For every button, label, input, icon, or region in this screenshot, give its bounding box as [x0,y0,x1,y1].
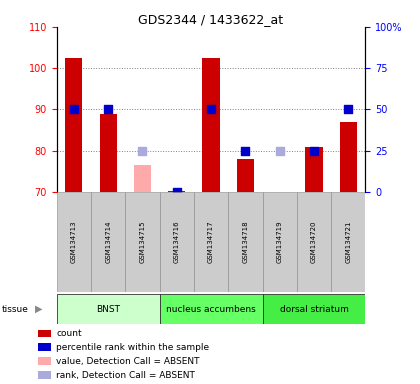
Text: GSM134713: GSM134713 [71,220,77,263]
Text: GSM134717: GSM134717 [208,220,214,263]
Text: GSM134718: GSM134718 [242,220,248,263]
Bar [160,192,194,292]
Bar [38,343,51,351]
Bar [305,147,323,192]
Bar [202,58,220,192]
Text: rank, Detection Call = ABSENT: rank, Detection Call = ABSENT [56,371,195,380]
Text: GSM134720: GSM134720 [311,221,317,263]
Bar [65,58,82,192]
Text: count: count [56,329,82,338]
Bar [297,192,331,292]
Text: ▶: ▶ [35,304,42,314]
Point [310,148,318,154]
Text: GSM134714: GSM134714 [105,221,111,263]
Bar [262,294,365,324]
Title: GDS2344 / 1433622_at: GDS2344 / 1433622_at [139,13,284,26]
Bar [57,192,91,292]
Bar [134,165,151,192]
Text: percentile rank within the sample: percentile rank within the sample [56,343,210,352]
Point [242,148,249,154]
Point [139,148,146,154]
Bar [125,192,160,292]
Point [105,106,112,113]
Text: tissue: tissue [2,305,29,314]
Bar [38,358,51,365]
Bar [57,294,160,324]
Bar [237,159,254,192]
Bar [331,192,365,292]
Point [276,148,283,154]
Bar [38,329,51,337]
Bar [100,114,117,192]
Point [208,106,215,113]
Text: dorsal striatum: dorsal striatum [280,305,348,314]
Bar [168,191,185,192]
Text: BNST: BNST [96,305,120,314]
Bar [38,371,51,379]
Text: value, Detection Call = ABSENT: value, Detection Call = ABSENT [56,357,200,366]
Bar [194,192,228,292]
Text: GSM134715: GSM134715 [139,221,145,263]
Text: GSM134716: GSM134716 [174,220,180,263]
Bar [160,294,262,324]
Text: GSM134719: GSM134719 [277,220,283,263]
Point [345,106,352,113]
Bar [228,192,262,292]
Bar [262,192,297,292]
Text: GSM134721: GSM134721 [345,221,351,263]
Bar [340,122,357,192]
Point [71,106,77,113]
Point [173,189,180,195]
Text: nucleus accumbens: nucleus accumbens [166,305,256,314]
Bar [91,192,125,292]
